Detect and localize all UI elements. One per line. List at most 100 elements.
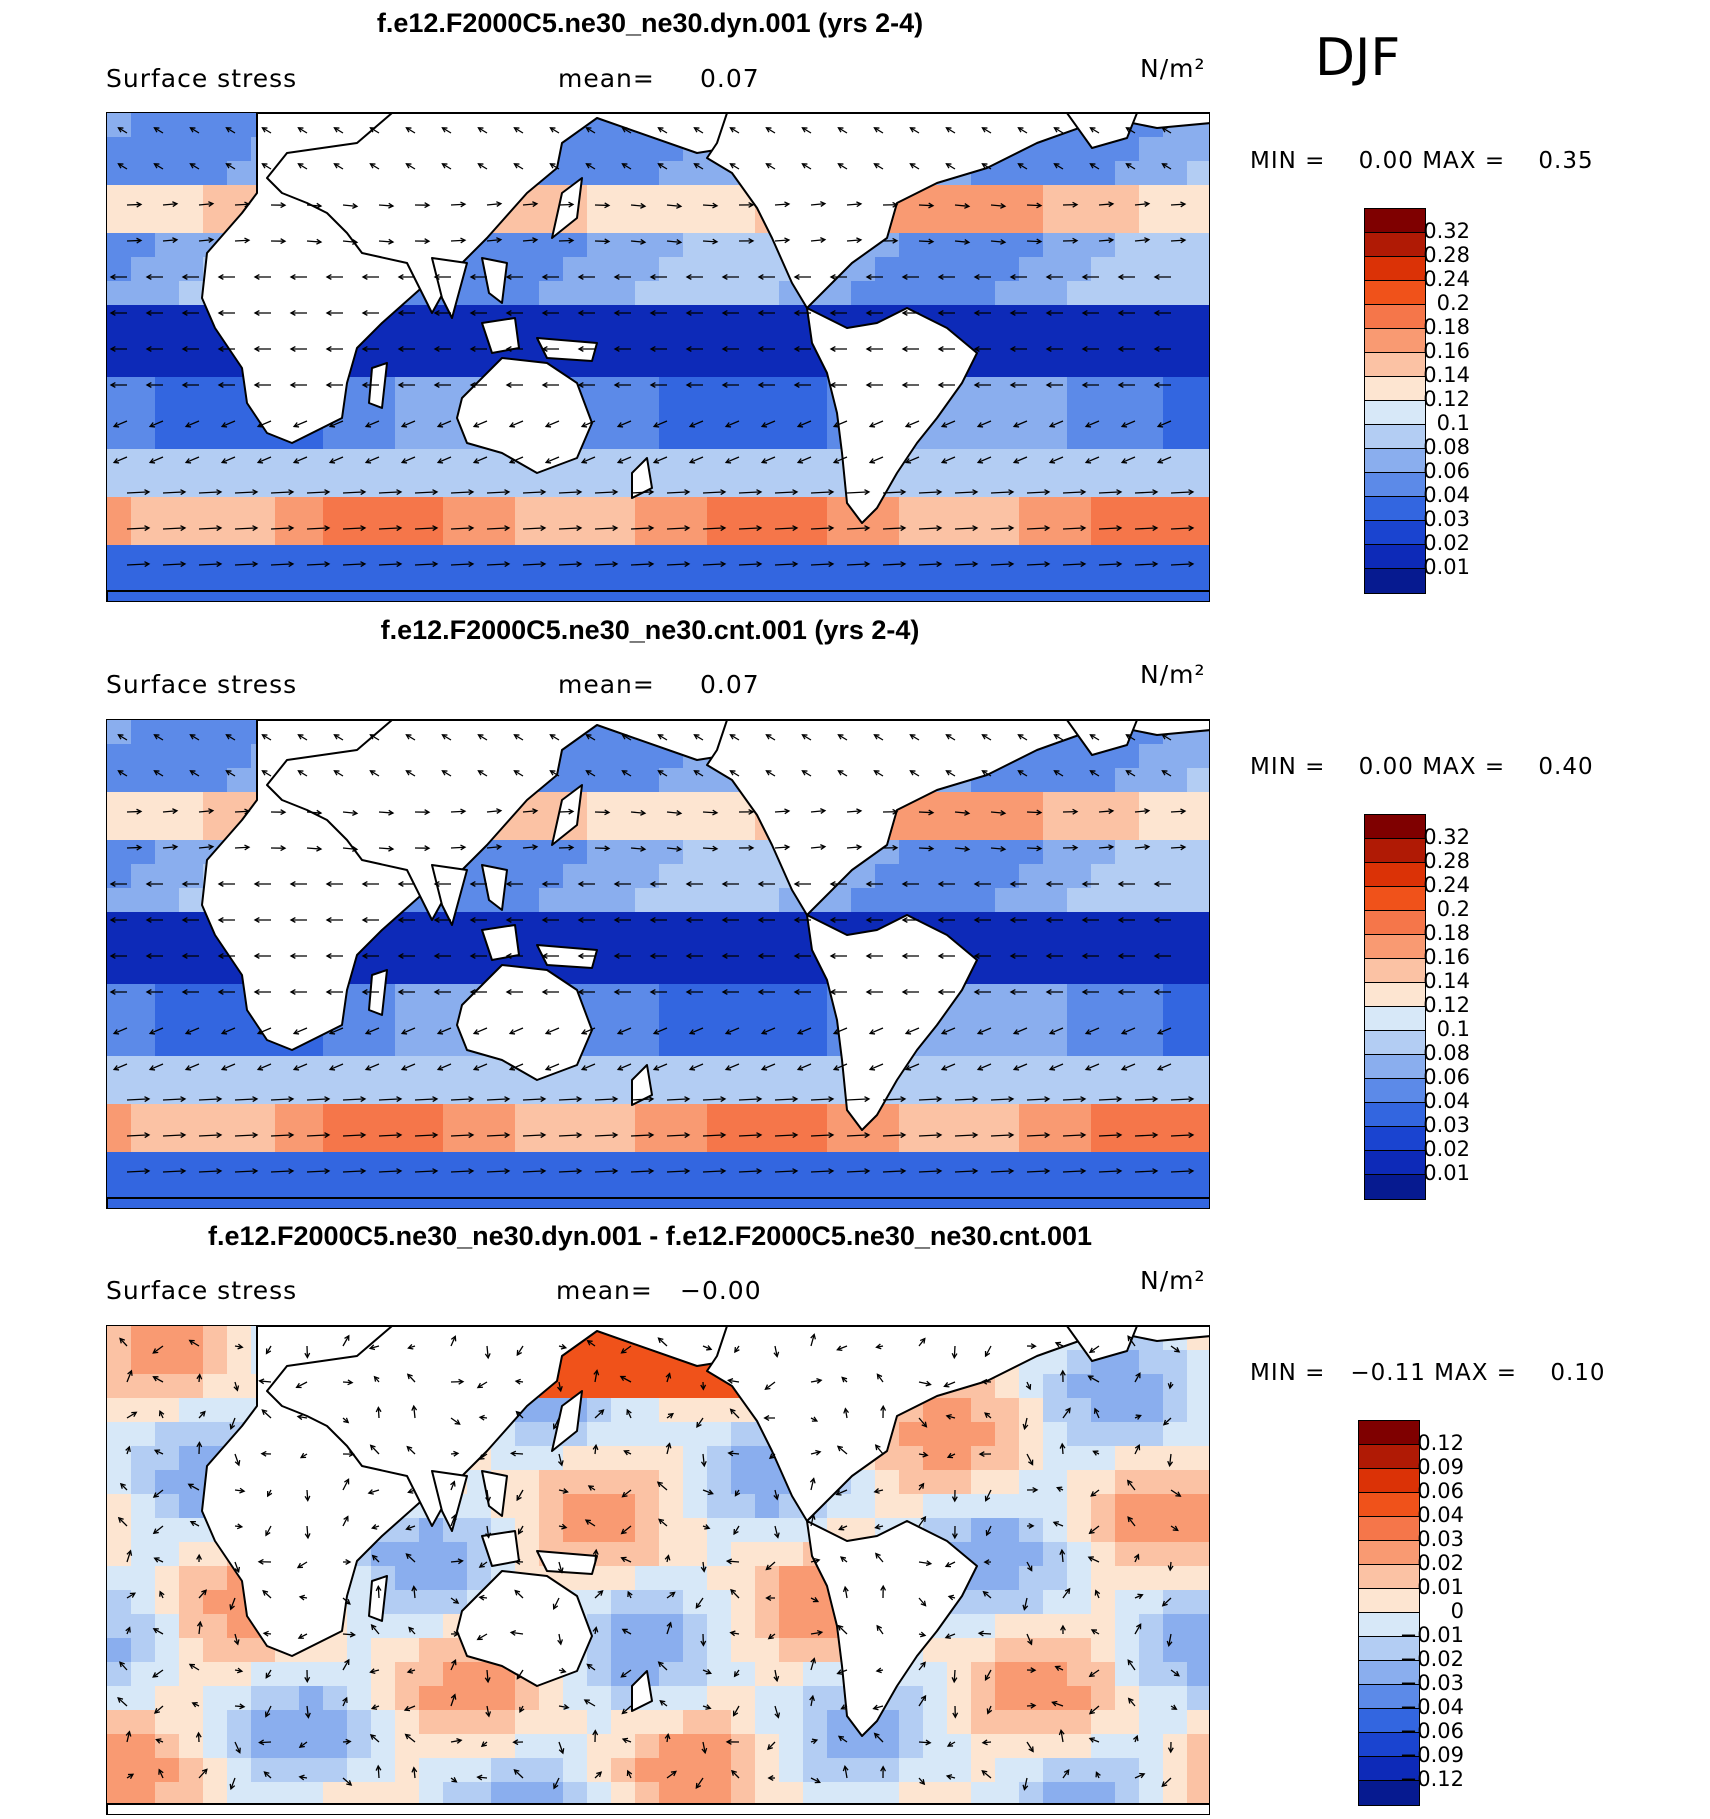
colorbar-swatch <box>1365 545 1425 569</box>
colorbar-label: 0.12 <box>1417 1431 1464 1455</box>
land-outline <box>551 784 583 846</box>
colorbar-label: 0.01 <box>1423 555 1470 579</box>
colorbar-swatch <box>1365 1103 1425 1127</box>
min-max-readout: MIN = 0.00 MAX = 0.40 <box>1250 754 1594 780</box>
variable-label: Surface stress <box>106 670 298 699</box>
colorbar-swatch <box>1365 935 1425 959</box>
colorbar-label: 0.14 <box>1423 969 1470 993</box>
colorbar-label: 0.2 <box>1436 897 1470 921</box>
min-label: MIN = <box>1250 754 1326 780</box>
colorbar-label: 0.01 <box>1423 1161 1470 1185</box>
colorbar-swatch <box>1365 257 1425 281</box>
colorbar-label: 0.2 <box>1436 291 1470 315</box>
colorbar-label: 0.32 <box>1423 219 1470 243</box>
colorbar-swatch <box>1359 1517 1419 1541</box>
land-outline <box>806 914 978 1131</box>
colorbar-label: 0.08 <box>1423 435 1470 459</box>
land-outline <box>631 1670 653 1712</box>
colorbar-swatch <box>1365 425 1425 449</box>
colorbar-label: 0.03 <box>1423 507 1470 531</box>
land-outline <box>431 864 468 926</box>
colorbar-label: 0.06 <box>1423 459 1470 483</box>
land-masses <box>107 113 1209 601</box>
land-masses <box>107 1326 1209 1814</box>
land-outline <box>1066 1326 1138 1362</box>
colorbar-swatch <box>1359 1781 1419 1805</box>
max-label: MAX = <box>1422 148 1506 174</box>
colorbar-swatch <box>1365 521 1425 545</box>
colorbar-swatch <box>1365 1127 1425 1151</box>
colorbar-swatch <box>1359 1565 1419 1589</box>
variable-label: Surface stress <box>106 1276 298 1305</box>
colorbar-label: 0.02 <box>1423 531 1470 555</box>
colorbar-swatch <box>1359 1613 1419 1637</box>
colorbar-swatch <box>1359 1757 1419 1781</box>
land-outline <box>536 944 598 969</box>
colorbar-swatch <box>1365 353 1425 377</box>
colorbar-label: 0.09 <box>1417 1455 1464 1479</box>
land-masses <box>107 720 1209 1208</box>
mean-label: mean= <box>558 670 655 699</box>
colorbar-label: 0.24 <box>1423 873 1470 897</box>
colorbar-label: −0.03 <box>1399 1671 1464 1695</box>
colorbar-swatch <box>1359 1685 1419 1709</box>
land-outline <box>431 1470 468 1532</box>
colorbar-swatch <box>1365 209 1425 233</box>
colorbar-swatch <box>1359 1709 1419 1733</box>
land-outline <box>1066 720 1138 756</box>
colorbar-swatch <box>1365 1175 1425 1199</box>
colorbar-swatch <box>1365 401 1425 425</box>
colorbar-label: 0.03 <box>1423 1113 1470 1137</box>
land-outline <box>706 720 1209 916</box>
colorbar-swatch <box>1365 839 1425 863</box>
min-value: 0.00 <box>1358 754 1414 780</box>
land-outline <box>481 257 508 304</box>
colorbar-label: −0.06 <box>1399 1719 1464 1743</box>
colorbar-swatch <box>1359 1493 1419 1517</box>
units-label: N/m² <box>1140 660 1206 689</box>
colorbar-label: 0.06 <box>1423 1065 1470 1089</box>
colorbar-label: −0.04 <box>1399 1695 1464 1719</box>
land-outline <box>631 1064 653 1106</box>
stress-vectors <box>117 1333 1182 1791</box>
max-label: MAX = <box>1434 1360 1518 1386</box>
colorbar-swatch <box>1359 1589 1419 1613</box>
colorbar <box>1358 1420 1420 1806</box>
colorbar-label: 0.04 <box>1423 1089 1470 1113</box>
land-outline <box>806 1520 978 1737</box>
colorbar-swatch <box>1359 1469 1419 1493</box>
land-outline <box>551 1390 583 1452</box>
units-label: N/m² <box>1140 54 1206 83</box>
land-outline <box>481 1470 508 1517</box>
colorbar-label: 0.12 <box>1423 993 1470 1017</box>
colorbar-swatch <box>1359 1733 1419 1757</box>
vector-field-map <box>107 1326 1209 1814</box>
colorbar-swatch <box>1365 1079 1425 1103</box>
max-value: 0.40 <box>1538 754 1594 780</box>
vector-field-map <box>107 113 1209 601</box>
colorbar-label: 0.04 <box>1423 483 1470 507</box>
colorbar-swatch <box>1365 1055 1425 1079</box>
land-outline <box>631 457 653 499</box>
colorbar-swatch <box>1365 473 1425 497</box>
map-plot <box>106 719 1210 1209</box>
land-outline <box>1066 113 1138 149</box>
shaded-field <box>107 1326 1209 1814</box>
colorbar-swatch <box>1365 569 1425 593</box>
colorbar-swatch <box>1365 329 1425 353</box>
vector-field-map <box>107 720 1209 1208</box>
colorbar-swatch <box>1365 1007 1425 1031</box>
colorbar-label: −0.09 <box>1399 1743 1464 1767</box>
colorbar-swatch <box>1359 1421 1419 1445</box>
max-value: 0.35 <box>1538 148 1594 174</box>
colorbar-swatch <box>1359 1637 1419 1661</box>
season-label: DJF <box>1315 28 1401 88</box>
colorbar-label: 0.1 <box>1436 1017 1470 1041</box>
land-outline <box>107 1197 1209 1208</box>
land-outline <box>107 590 1209 601</box>
colorbar-label: 0.14 <box>1423 363 1470 387</box>
colorbar-swatch <box>1365 1151 1425 1175</box>
panel-title: f.e12.F2000C5.ne30_ne30.cnt.001 (yrs 2-4… <box>380 615 920 645</box>
land-outline <box>431 257 468 319</box>
mean-value: 0.07 <box>700 64 760 93</box>
